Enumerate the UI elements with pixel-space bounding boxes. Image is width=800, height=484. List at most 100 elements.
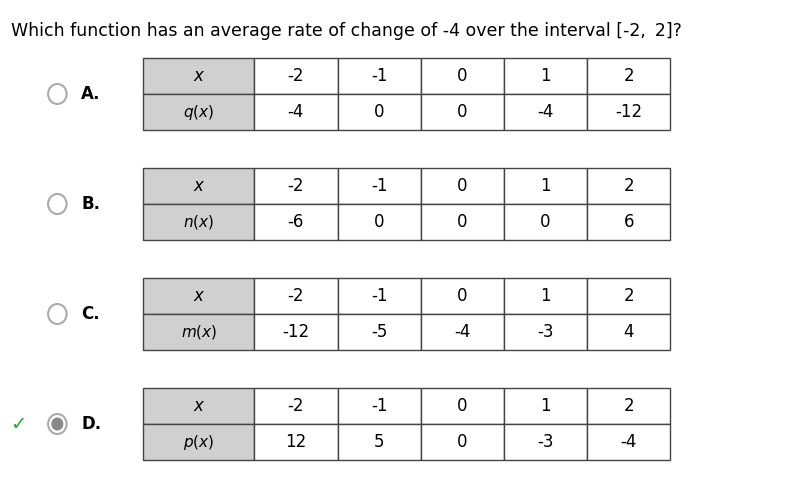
Text: 0: 0	[457, 397, 468, 415]
Text: 2: 2	[623, 397, 634, 415]
Bar	[338, 58, 421, 94]
Text: 0: 0	[457, 103, 468, 121]
Bar	[254, 204, 338, 240]
Bar	[254, 424, 338, 460]
Bar	[338, 424, 421, 460]
Text: -12: -12	[282, 323, 310, 341]
Bar	[143, 388, 254, 424]
Text: Which function has an average rate of change of -4 over the interval [-2,  2]?: Which function has an average rate of ch…	[11, 22, 682, 40]
Text: 1: 1	[540, 177, 551, 195]
Bar	[338, 314, 421, 350]
Bar	[254, 314, 338, 350]
Text: -4: -4	[454, 323, 470, 341]
Text: 0: 0	[457, 67, 468, 85]
Bar	[504, 58, 587, 94]
Bar	[504, 204, 587, 240]
Text: -4: -4	[621, 433, 637, 451]
Bar	[143, 168, 254, 204]
Text: 0: 0	[457, 177, 468, 195]
Text: -4: -4	[288, 103, 304, 121]
Text: -1: -1	[371, 67, 387, 85]
Bar	[254, 94, 338, 130]
Bar	[504, 314, 587, 350]
Text: -5: -5	[371, 323, 387, 341]
Bar	[587, 58, 670, 94]
Bar	[421, 388, 504, 424]
Text: 0: 0	[457, 287, 468, 305]
Text: 0: 0	[540, 213, 551, 231]
Bar	[587, 204, 670, 240]
Text: 0: 0	[374, 213, 385, 231]
Text: 0: 0	[457, 433, 468, 451]
Text: $n (x)$: $n (x)$	[183, 213, 214, 231]
Bar	[421, 168, 504, 204]
Text: 6: 6	[624, 213, 634, 231]
Text: 12: 12	[286, 433, 306, 451]
Bar	[421, 204, 504, 240]
Bar	[421, 58, 504, 94]
Bar	[587, 168, 670, 204]
Bar	[143, 58, 254, 94]
Text: $x$: $x$	[193, 177, 205, 195]
Text: 5: 5	[374, 433, 385, 451]
Bar	[504, 278, 587, 314]
Bar	[587, 94, 670, 130]
Text: -1: -1	[371, 397, 387, 415]
Text: -3: -3	[538, 323, 554, 341]
Text: 1: 1	[540, 397, 551, 415]
Bar	[338, 278, 421, 314]
Bar	[254, 58, 338, 94]
Text: $m (x)$: $m (x)$	[181, 323, 217, 341]
Text: -2: -2	[288, 177, 304, 195]
Text: -2: -2	[288, 287, 304, 305]
Bar	[254, 388, 338, 424]
Bar	[143, 278, 254, 314]
Text: -1: -1	[371, 287, 387, 305]
Text: -2: -2	[288, 397, 304, 415]
Text: $x$: $x$	[193, 397, 205, 415]
Text: D.: D.	[82, 415, 102, 433]
Bar	[504, 388, 587, 424]
Bar	[254, 168, 338, 204]
Text: -12: -12	[615, 103, 642, 121]
Text: 0: 0	[457, 213, 468, 231]
Text: $x$: $x$	[193, 287, 205, 305]
Text: $p (x)$: $p (x)$	[183, 433, 214, 452]
Text: -2: -2	[288, 67, 304, 85]
Bar	[338, 168, 421, 204]
Text: 0: 0	[374, 103, 385, 121]
Circle shape	[51, 418, 63, 430]
Bar	[504, 424, 587, 460]
Bar	[338, 388, 421, 424]
Text: 1: 1	[540, 287, 551, 305]
Bar	[587, 388, 670, 424]
Text: 2: 2	[623, 177, 634, 195]
Bar	[504, 168, 587, 204]
Text: $x$: $x$	[193, 67, 205, 85]
Text: A.: A.	[82, 85, 101, 103]
Text: 2: 2	[623, 287, 634, 305]
Bar	[143, 314, 254, 350]
Bar	[421, 424, 504, 460]
Text: -1: -1	[371, 177, 387, 195]
Text: 2: 2	[623, 67, 634, 85]
Bar	[254, 278, 338, 314]
Bar	[421, 278, 504, 314]
Bar	[143, 94, 254, 130]
Text: -3: -3	[538, 433, 554, 451]
Text: 1: 1	[540, 67, 551, 85]
Bar	[504, 94, 587, 130]
Text: 4: 4	[624, 323, 634, 341]
Text: $q (x)$: $q (x)$	[183, 103, 214, 121]
Bar	[338, 94, 421, 130]
Bar	[338, 204, 421, 240]
Text: -6: -6	[288, 213, 304, 231]
Bar	[587, 424, 670, 460]
Text: -4: -4	[538, 103, 554, 121]
Text: ✓: ✓	[10, 414, 26, 434]
Bar	[421, 94, 504, 130]
Bar	[587, 278, 670, 314]
Bar	[421, 314, 504, 350]
Bar	[587, 314, 670, 350]
Bar	[143, 424, 254, 460]
